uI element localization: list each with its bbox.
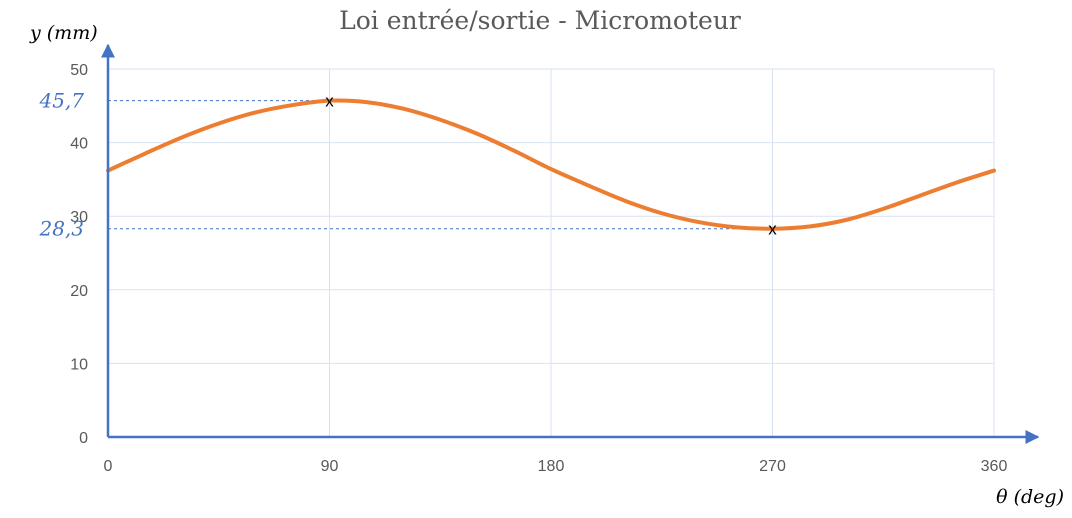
x-tick-label: 270 — [759, 458, 786, 475]
series-line — [106, 98, 996, 231]
y-axis-label: y (mm) — [29, 22, 98, 44]
chart-title: Loi entrée/sortie - Micromoteur — [339, 6, 741, 35]
x-tick-label: 360 — [981, 458, 1008, 475]
y-tick-label: 40 — [70, 136, 88, 153]
annotation-value-label: 28,3 — [38, 217, 84, 241]
x-tick-label: 180 — [538, 458, 565, 475]
annotation-marker: x — [768, 220, 777, 239]
y-tick-label: 20 — [70, 283, 88, 300]
annotations: 45,7 x 28,3 x — [38, 89, 777, 241]
y-tick-labels: 0 10 20 30 40 50 — [70, 62, 88, 447]
y-tick-label: 10 — [70, 356, 88, 373]
x-tick-label: 0 — [104, 458, 113, 475]
y-tick-label: 30 — [70, 209, 88, 226]
x-tick-labels: 0 90 180 270 360 — [104, 458, 1008, 475]
x-axis-label: θ (deg) — [996, 486, 1064, 508]
annotation-guides — [108, 100, 773, 230]
x-tick-label: 90 — [321, 458, 339, 475]
y-tick-label: 0 — [79, 430, 88, 447]
axes — [101, 43, 1040, 444]
grid — [108, 68, 995, 437]
annotation-value-label: 45,7 — [38, 89, 84, 113]
annotation-marker: x — [325, 92, 334, 111]
y-tick-label: 50 — [70, 62, 88, 79]
